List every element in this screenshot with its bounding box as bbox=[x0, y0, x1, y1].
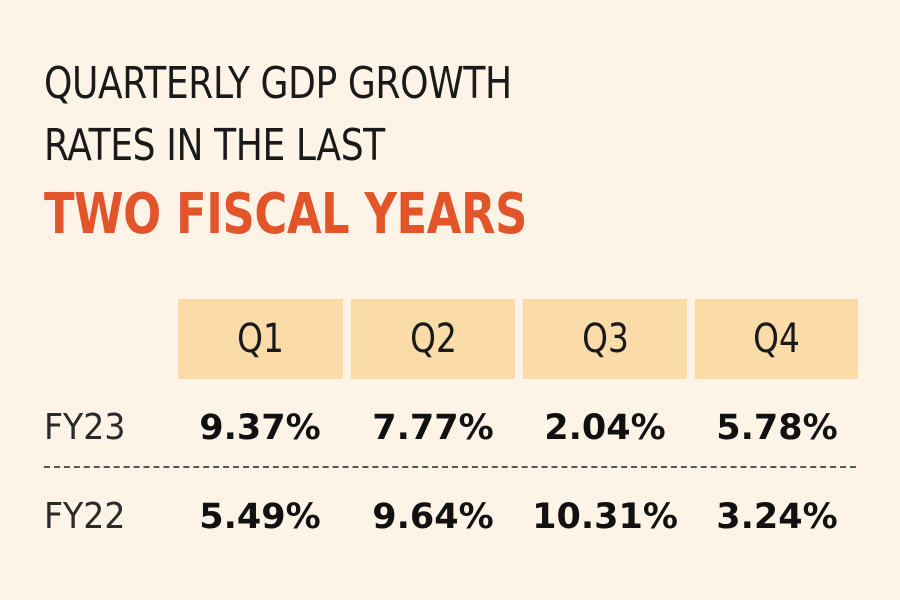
column-header-q3: Q3 bbox=[523, 299, 687, 379]
title-line-2: RATES IN THE LAST bbox=[44, 120, 385, 171]
column-header-q4-label: Q4 bbox=[753, 316, 800, 362]
column-header-q1: Q1 bbox=[178, 299, 343, 379]
cell-fy23-q4: 5.78% bbox=[716, 408, 838, 448]
row-divider bbox=[44, 466, 856, 468]
cell-fy23-q1: 9.37% bbox=[199, 408, 321, 448]
column-header-q1-label: Q1 bbox=[237, 316, 284, 362]
cell-fy22-q3: 10.31% bbox=[532, 497, 678, 537]
cell-fy23-q2: 7.77% bbox=[372, 408, 494, 448]
cell-fy23-q3: 2.04% bbox=[544, 408, 666, 448]
cell-fy22-q1: 5.49% bbox=[199, 497, 321, 537]
column-header-q2-label: Q2 bbox=[409, 316, 457, 362]
column-header-q2: Q2 bbox=[351, 299, 515, 379]
column-header-q4: Q4 bbox=[695, 299, 858, 379]
column-header-q3-label: Q3 bbox=[581, 316, 629, 362]
row-label-fy22: FY22 bbox=[44, 496, 126, 537]
cell-fy22-q4: 3.24% bbox=[716, 497, 838, 537]
cell-fy22-q2: 9.64% bbox=[372, 497, 494, 537]
row-label-fy23: FY23 bbox=[44, 407, 126, 448]
title-line-1: QUARTERLY GDP GROWTH bbox=[44, 58, 512, 109]
title-highlight: TWO FISCAL YEARS bbox=[44, 182, 527, 247]
